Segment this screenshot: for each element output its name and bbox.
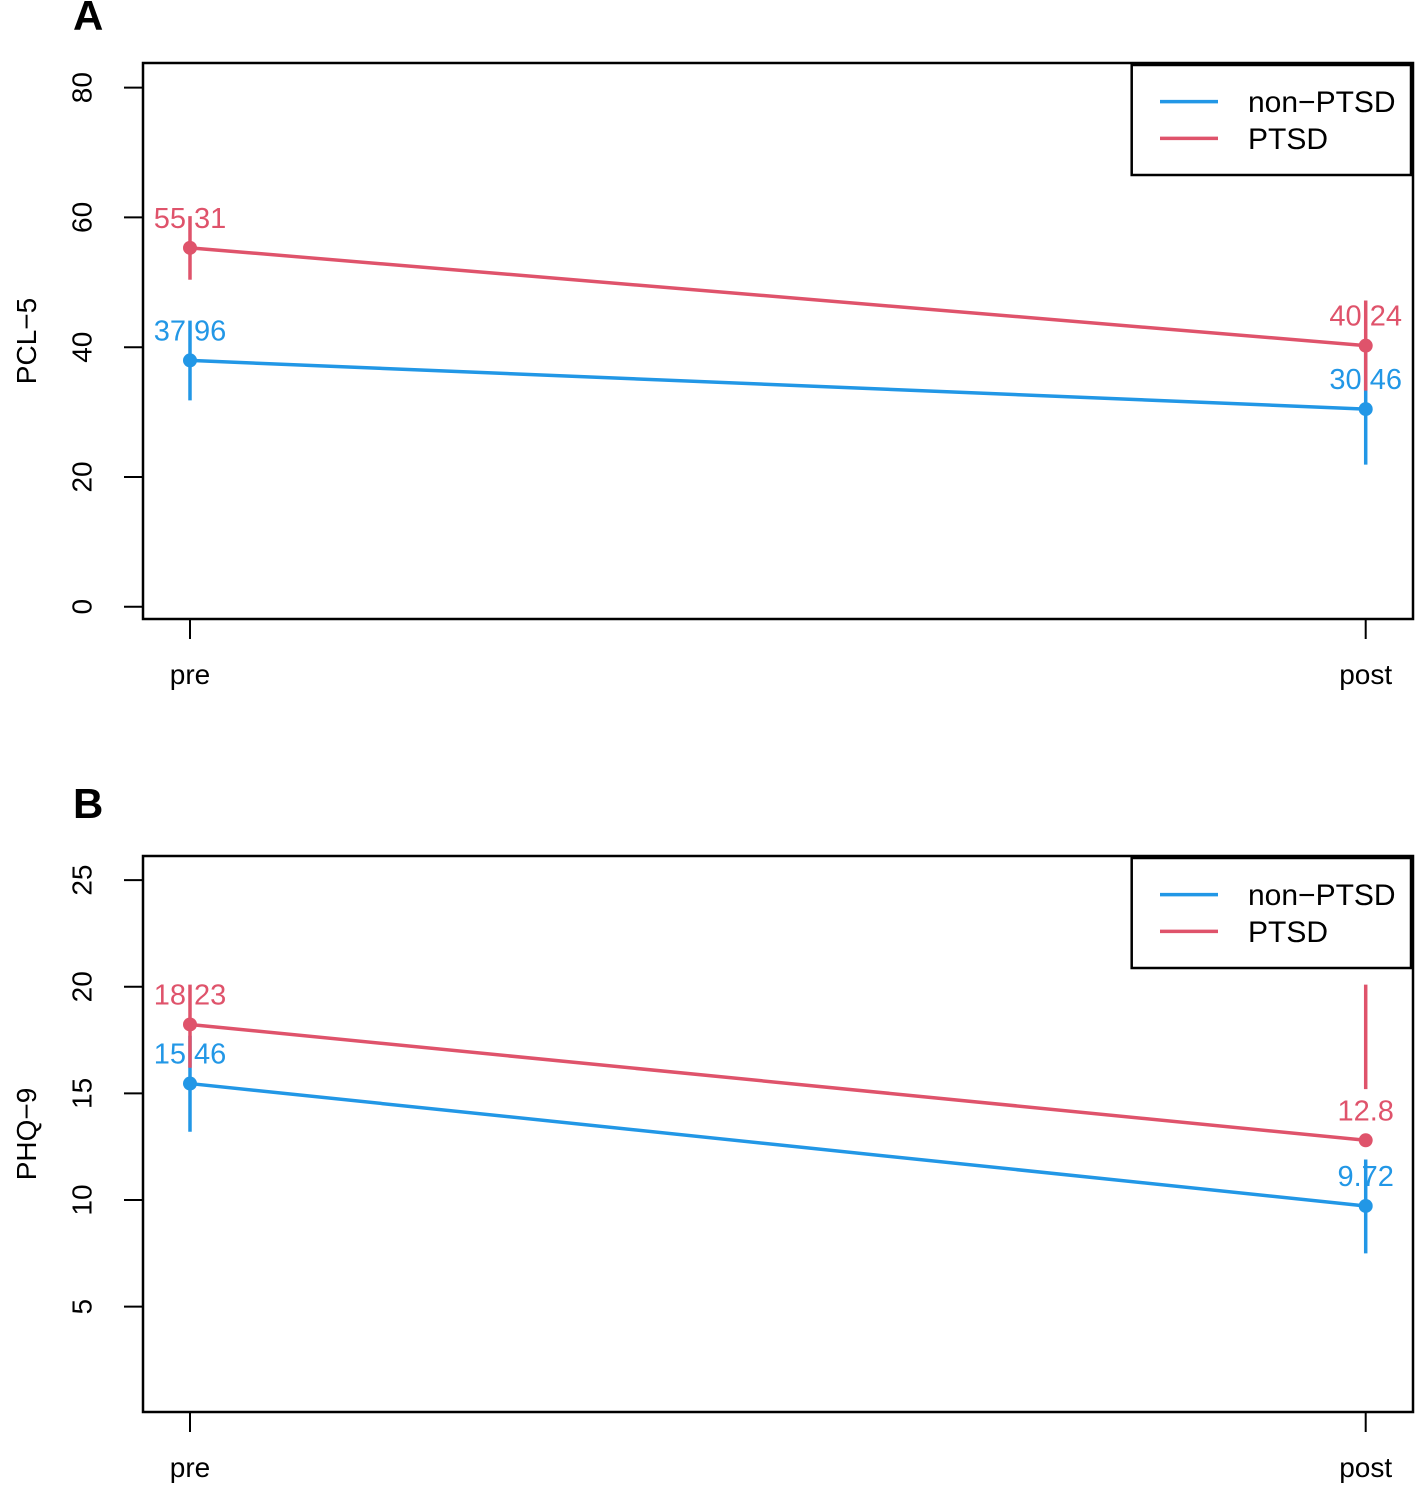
x-axis-tick-label: pre	[170, 659, 210, 690]
data-point	[183, 240, 197, 255]
series-line	[189, 1022, 1366, 1143]
panel-letter: B	[73, 780, 103, 827]
legend-label: PTSD	[1248, 123, 1328, 156]
y-axis-tick-label: 20	[66, 971, 97, 1002]
data-point-label: 9.72	[1337, 1161, 1393, 1193]
y-axis-tick-label: 25	[66, 865, 97, 896]
legend: non−PTSD PTSD	[1130, 63, 1413, 177]
series-line	[189, 246, 1366, 348]
data-point	[1358, 402, 1373, 417]
legend-label: non−PTSD	[1248, 879, 1396, 912]
data-point	[1358, 1133, 1373, 1148]
y-axis-title: PHQ−9	[11, 1088, 42, 1181]
legend-box	[1130, 856, 1413, 970]
data-point	[183, 353, 197, 368]
y-axis-tick-label: 0	[66, 599, 97, 615]
y-axis-tick-label: 60	[66, 202, 97, 233]
data-point-label: 37.96	[154, 315, 227, 347]
data-point-label: 18.23	[154, 979, 227, 1011]
legend: non−PTSD PTSD	[1130, 856, 1413, 970]
legend-label: PTSD	[1248, 916, 1328, 949]
legend-label: non−PTSD	[1248, 86, 1396, 119]
data-point	[183, 1017, 197, 1032]
y-axis-tick-label: 20	[66, 461, 97, 492]
data-point	[183, 1076, 197, 1091]
y-axis-tick-label: 10	[66, 1184, 97, 1215]
y-axis-tick-label: 80	[66, 72, 97, 103]
series-line	[189, 1081, 1366, 1208]
legend-box	[1130, 63, 1413, 177]
data-point-label: 12.8	[1337, 1095, 1393, 1127]
y-axis-tick-label: 15	[66, 1078, 97, 1109]
x-axis-tick-label: post	[1339, 659, 1392, 690]
data-point-label: 55.31	[154, 203, 227, 235]
panel-letter: A	[73, 0, 103, 39]
data-point-label: 40.24	[1329, 301, 1402, 333]
data-point	[1358, 338, 1373, 353]
x-axis-tick-label: pre	[170, 1452, 210, 1483]
x-axis-tick-label: post	[1339, 1452, 1392, 1483]
series-line	[189, 358, 1366, 411]
data-point	[1358, 1198, 1373, 1213]
plot-box	[141, 854, 1415, 1414]
y-axis-title: PCL−5	[11, 298, 42, 384]
y-axis-tick-label: 40	[66, 332, 97, 363]
y-axis-tick-label: 5	[66, 1299, 97, 1315]
plot-box	[141, 61, 1415, 621]
